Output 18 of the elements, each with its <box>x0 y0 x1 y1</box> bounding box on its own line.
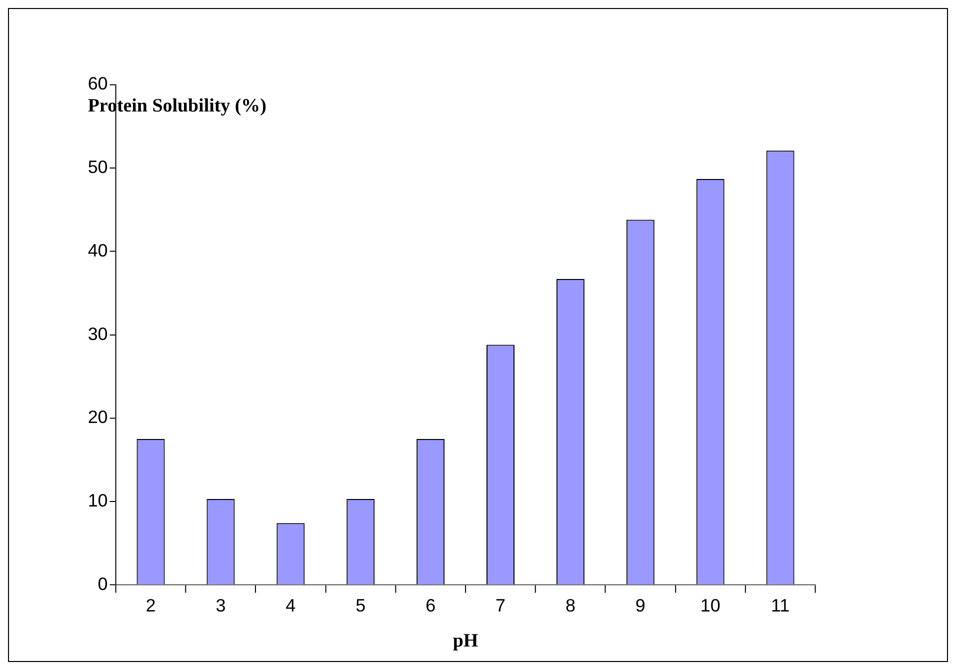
x-tick-label: 11 <box>770 596 790 616</box>
y-tick-label: 0 <box>98 574 108 594</box>
x-tick-label: 2 <box>146 596 156 616</box>
x-tick-label: 5 <box>356 596 366 616</box>
x-tick-label: 6 <box>426 596 436 616</box>
x-tick-label: 3 <box>216 596 226 616</box>
x-tick-label: 8 <box>565 596 576 616</box>
x-axis-title: pH <box>452 630 478 652</box>
y-tick-label: 60 <box>88 74 108 94</box>
y-tick-label: 30 <box>88 324 108 344</box>
y-tick-label: 10 <box>88 490 108 510</box>
x-tick-label: 9 <box>635 596 646 616</box>
y-tick-label: 20 <box>88 407 108 428</box>
y-tick-label: 50 <box>88 157 108 178</box>
y-tick-label: 40 <box>88 240 108 260</box>
x-tick-label: 10 <box>700 596 720 616</box>
x-tick-label: 7 <box>496 596 506 616</box>
x-tick-label: 4 <box>286 596 296 616</box>
